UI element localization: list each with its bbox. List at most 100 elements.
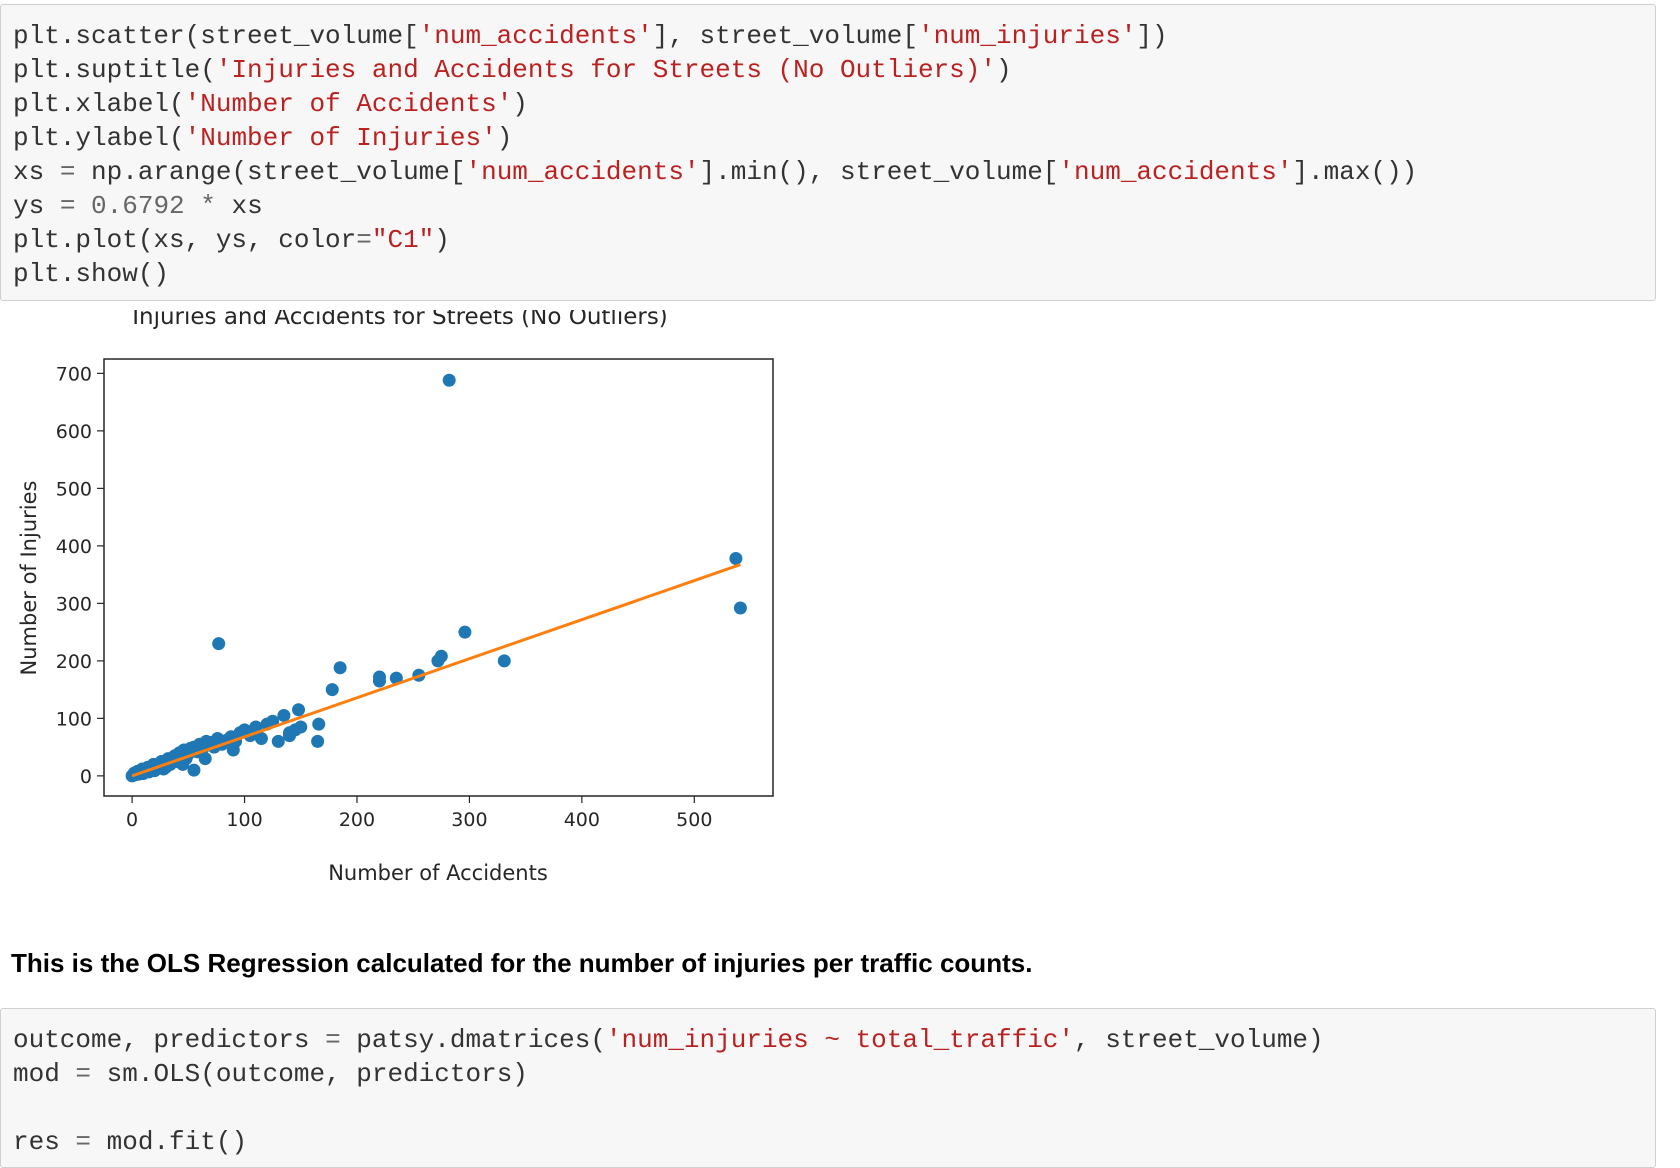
scatter-point [283,726,297,740]
code-token: = [75,1059,92,1089]
x-tick-label: 400 [564,809,600,831]
y-tick-label: 0 [80,766,92,788]
code-token: ]) [1136,21,1168,51]
x-tick-label: 0 [126,809,138,831]
scatter-point [176,757,190,771]
code-editor[interactable]: outcome, predictors = patsy.dmatrices('n… [13,1023,1643,1159]
code-token: res [13,1127,76,1157]
code-token: 'num_accidents' [1058,157,1293,187]
cell-output: Injuries and Accidents for Streets (No O… [10,304,830,890]
code-token: 'Number of Accidents' [184,89,513,119]
code-line: plt.show() [13,257,1643,291]
y-tick-label: 600 [56,421,92,443]
code-token: outcome, predictors [13,1025,326,1055]
code-line: plt.ylabel('Number of Injuries') [13,121,1643,155]
y-axis-label: Number of Injuries [17,481,41,676]
scatter-point [226,743,240,757]
code-line: outcome, predictors = patsy.dmatrices('n… [13,1023,1643,1057]
code-token: ], street_volume[ [652,21,918,51]
code-token: plt.xlabel( [13,89,185,119]
code-cell-ols[interactable]: outcome, predictors = patsy.dmatrices('n… [0,1008,1656,1168]
code-line: plt.suptitle('Injuries and Accidents for… [13,53,1643,87]
code-token: = [75,1127,92,1157]
scatter-point [729,552,743,566]
code-token [75,191,91,221]
code-line: plt.xlabel('Number of Accidents') [13,87,1643,121]
code-token: , street_volume) [1074,1025,1324,1055]
scatter-point [434,649,448,663]
code-token: ) [434,225,450,255]
y-tick-label: 500 [56,478,92,500]
code-token: 'num_accidents' [418,21,653,51]
markdown-text: This is the OLS Regression calculated fo… [11,948,1033,978]
code-token: ) [496,123,513,153]
chart-title: Injuries and Accidents for Streets (No O… [132,310,668,330]
code-token: np.arange(street_volume[ [75,157,466,187]
code-token: 'num_injuries ~ total_traffic' [605,1025,1074,1055]
x-axis-label: Number of Accidents [328,861,548,885]
scatter-chart: Injuries and Accidents for Streets (No O… [17,304,774,885]
code-token: = [356,225,372,255]
code-token: xs [215,191,263,221]
code-token: ].min(), street_volume[ [699,157,1059,187]
scatter-point [312,717,326,731]
code-token: 0.6792 [91,191,185,221]
x-tick-label: 300 [451,809,487,831]
code-token: patsy.dmatrices( [340,1025,606,1055]
scatter-points [125,373,747,783]
code-editor[interactable]: plt.scatter(street_volume['num_accidents… [13,19,1643,291]
scatter-point [325,683,339,697]
code-token: ) [512,89,528,119]
scatter-point [372,670,386,684]
code-line [13,1091,1643,1125]
scatter-point [442,373,456,387]
code-token [185,191,201,221]
scatter-point [212,637,226,651]
x-tick-label: 100 [226,809,262,831]
code-token: = [325,1025,341,1055]
code-token: ].max()) [1292,157,1418,187]
scatter-point [292,703,306,717]
code-token: 'num_injuries' [917,21,1137,51]
scatter-point [389,671,403,685]
scatter-point [187,763,201,777]
scatter-point [277,709,291,722]
scatter-point [458,625,472,639]
scatter-point [311,734,325,748]
y-tick-label: 100 [56,708,92,730]
code-cell-plot[interactable]: plt.scatter(street_volume['num_accidents… [0,4,1656,301]
scatter-point [333,661,347,675]
x-axis: 0 100 200 300 400 500 [126,796,712,831]
code-token: plt.ylabel( [13,123,185,153]
code-token: 'Number of Injuries' [184,123,497,153]
code-token: = [59,191,76,221]
code-line: xs = np.arange(street_volume['num_accide… [13,155,1643,189]
code-token: mod [13,1059,76,1089]
x-tick-label: 500 [676,809,712,831]
code-line: res = mod.fit() [13,1125,1643,1159]
x-tick-label: 200 [339,809,375,831]
code-token: plt.plot(xs, ys, color [13,225,357,255]
code-token: 'Injuries and Accidents for Streets (No … [215,55,996,85]
code-token: plt.suptitle( [13,55,216,85]
code-line: plt.plot(xs, ys, color="C1") [13,223,1643,257]
y-axis: 0 100 200 300 400 500 600 700 [56,363,104,788]
code-token: ) [995,55,1012,85]
code-token: plt.show() [13,259,170,289]
scatter-point [198,752,212,766]
code-token: ys [13,191,60,221]
code-token: mod.fit() [91,1127,248,1157]
code-token: plt.scatter(street_volume[ [13,21,419,51]
code-token: xs [13,157,60,187]
code-token: sm.OLS(outcome, predictors) [91,1059,528,1089]
plot-frame [103,358,774,797]
scatter-point [294,720,308,734]
scatter-point [497,654,511,668]
regression-line [131,563,741,778]
code-token: = [59,157,76,187]
code-token: "C1" [371,225,435,255]
scatter-point [254,732,268,745]
y-tick-label: 400 [56,536,92,558]
code-token: 'num_accidents' [465,157,700,187]
y-tick-label: 200 [56,651,92,673]
